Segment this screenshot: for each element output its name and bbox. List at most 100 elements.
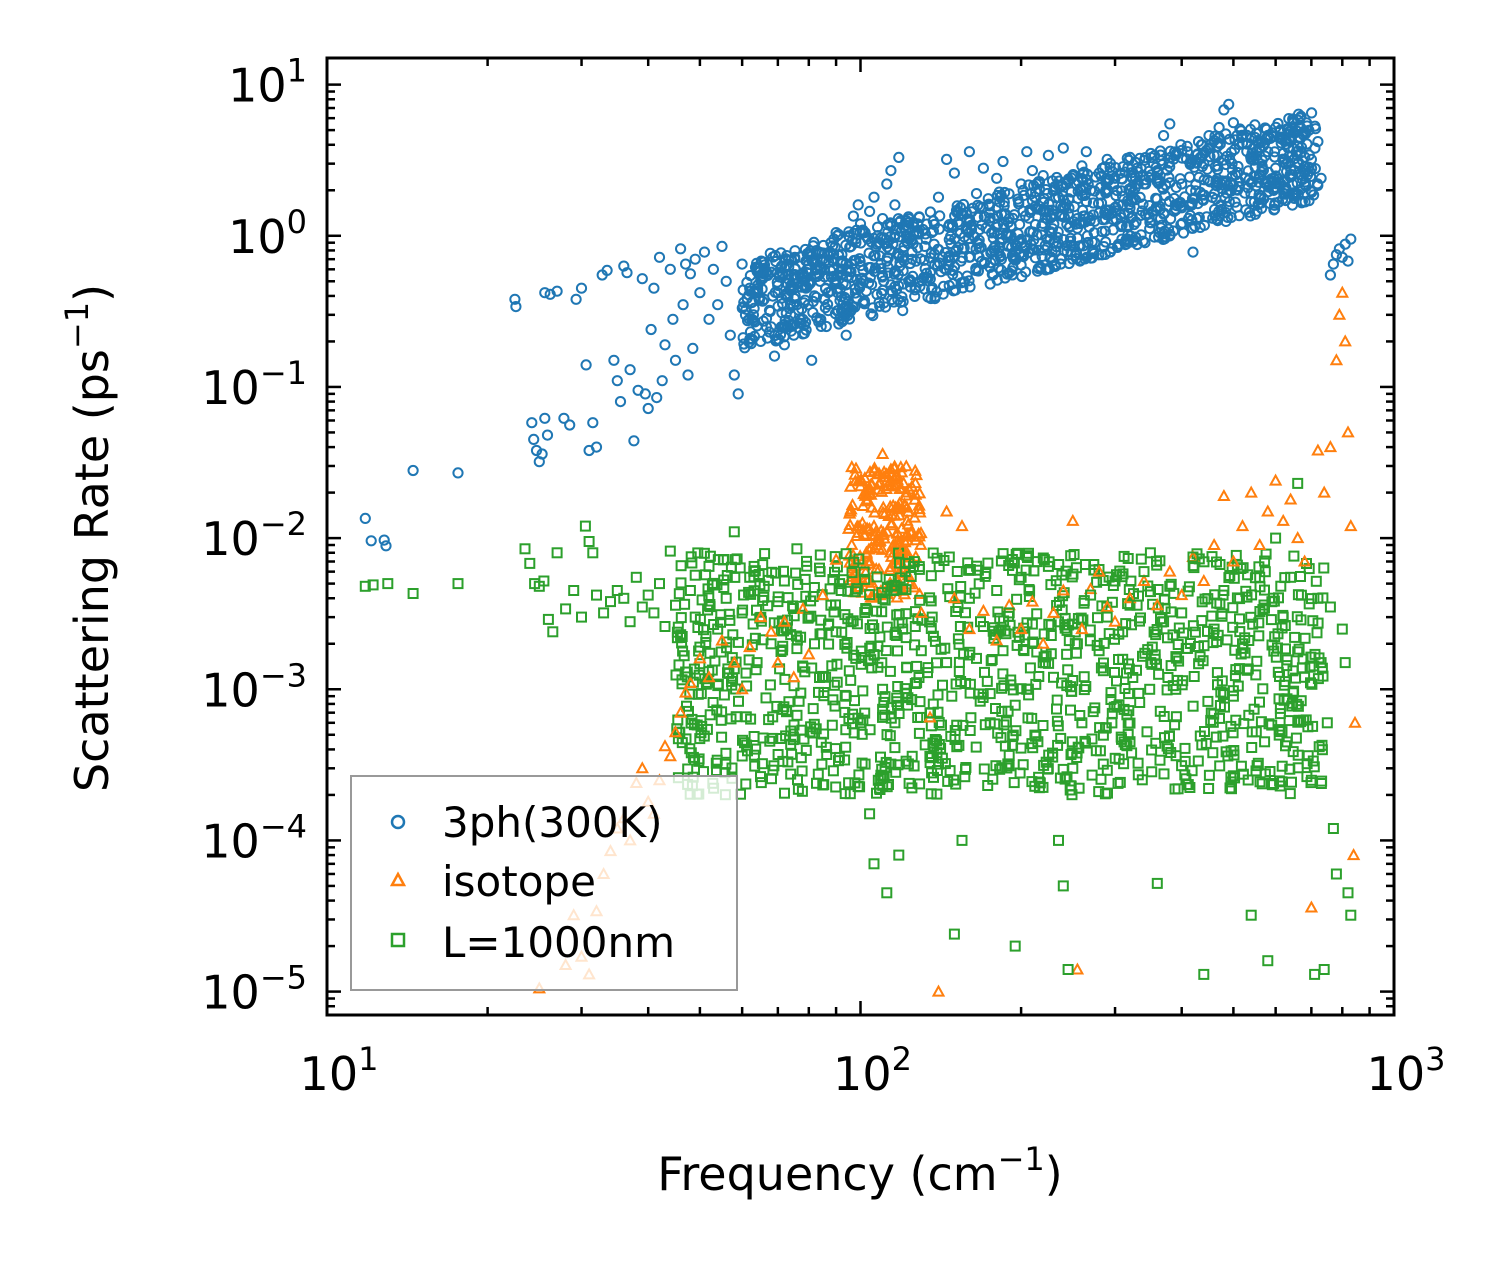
L-dense-point [1148,626,1160,638]
L-dense-point [792,578,804,590]
3ph-dense-point [1049,259,1061,271]
3ph-dense-point [1225,146,1237,158]
L-dense-point [1259,584,1270,596]
3ph-dense-point [1039,244,1051,256]
L-dense-point [823,638,835,650]
L-dense-point [1274,671,1285,682]
3ph-dense-point [1185,222,1198,234]
L-dense-point [1205,714,1217,726]
isotope-dense-point [887,461,902,474]
3ph-dense-point [947,268,959,280]
data-point [1315,172,1327,184]
L-dense-point [814,549,826,561]
L-dense-point [715,609,727,621]
data-point [1070,962,1085,975]
data-point [814,566,826,578]
isotope-dense-point [872,477,886,490]
L-dense-point [1013,574,1025,586]
data-point [816,588,830,601]
L-dense-point [996,705,1008,717]
L-dense-point [1008,777,1020,789]
data-point [833,249,845,261]
data-point [1003,213,1015,225]
L-dense-point [829,700,841,712]
L-dense-point [1005,679,1017,691]
L-dense-point [843,777,855,789]
data-point [939,504,954,517]
data-point [526,417,538,429]
data-point [668,725,683,738]
3ph-dense-point [1107,213,1119,225]
data-point [664,545,676,557]
3ph-dense-point [1136,205,1148,217]
L-dense-point [767,764,779,776]
L-dense-point [1281,660,1293,672]
L-dense-point [881,781,893,793]
data-point [830,227,842,239]
L-dense-point [839,638,851,650]
L-dense-point [1254,776,1266,788]
data-point [1299,671,1311,683]
L-dense-point [814,672,825,683]
3ph-dense-point [1037,196,1050,208]
3ph-dense-point [865,308,877,320]
isotope-dense-point [888,508,902,521]
data-point [850,233,862,245]
data-point [675,243,687,255]
3ph-dense-point [1201,211,1213,223]
data-point [1339,657,1351,669]
3ph-dense-point [1245,187,1257,199]
3ph-dense-point [1169,199,1181,211]
L-dense-point [902,699,914,711]
3ph-dense-point [964,281,976,293]
isotope-dense-point [876,500,890,513]
data-point [1176,607,1188,619]
data-point [670,599,681,611]
3ph-dense-point [1028,244,1040,256]
data-point [1207,537,1221,550]
3ph-dense-point [1137,235,1149,247]
3ph-dense-point [1175,219,1187,231]
L-dense-point [977,688,989,700]
L-dense-point [929,734,941,745]
data-point [1067,762,1079,774]
data-point [735,682,749,695]
data-point [624,364,636,376]
data-point [1285,571,1297,583]
L-dense-point [1163,730,1175,742]
3ph-dense-point [1186,197,1198,210]
data-point [847,210,860,222]
data-point [539,412,551,424]
data-point [590,441,603,453]
isotope-dense-point [912,586,927,599]
data-point [1198,968,1210,980]
data-point [1291,531,1305,544]
data-point [591,589,602,601]
L-dense-point [1103,628,1115,640]
3ph-dense-point [1135,229,1147,241]
L-dense-point [763,714,775,726]
data-point [751,657,763,669]
3ph-dense-point [947,264,959,277]
3ph-dense-point [1127,192,1140,205]
L-dense-point [1307,615,1319,627]
data-point [712,299,724,311]
L-dense-point [900,584,912,596]
L-dense-point [1196,615,1208,627]
data-point [693,651,707,664]
L-dense-point [1022,552,1033,563]
L-dense-point [1303,598,1315,610]
3ph-dense-point [1093,207,1105,219]
L-dense-point [1118,758,1130,770]
data-point [1304,900,1319,913]
L-dense-point [751,604,762,616]
data-point [850,652,862,664]
data-point [778,575,790,587]
axis-ticks [325,58,1396,1017]
3ph-dense-point [945,237,957,250]
L-dense-point [997,548,1009,560]
3ph-dense-point [970,262,982,275]
legend-marker-l1000 [390,932,406,948]
L-dense-point [982,557,994,569]
L-dense-point [1132,757,1144,769]
